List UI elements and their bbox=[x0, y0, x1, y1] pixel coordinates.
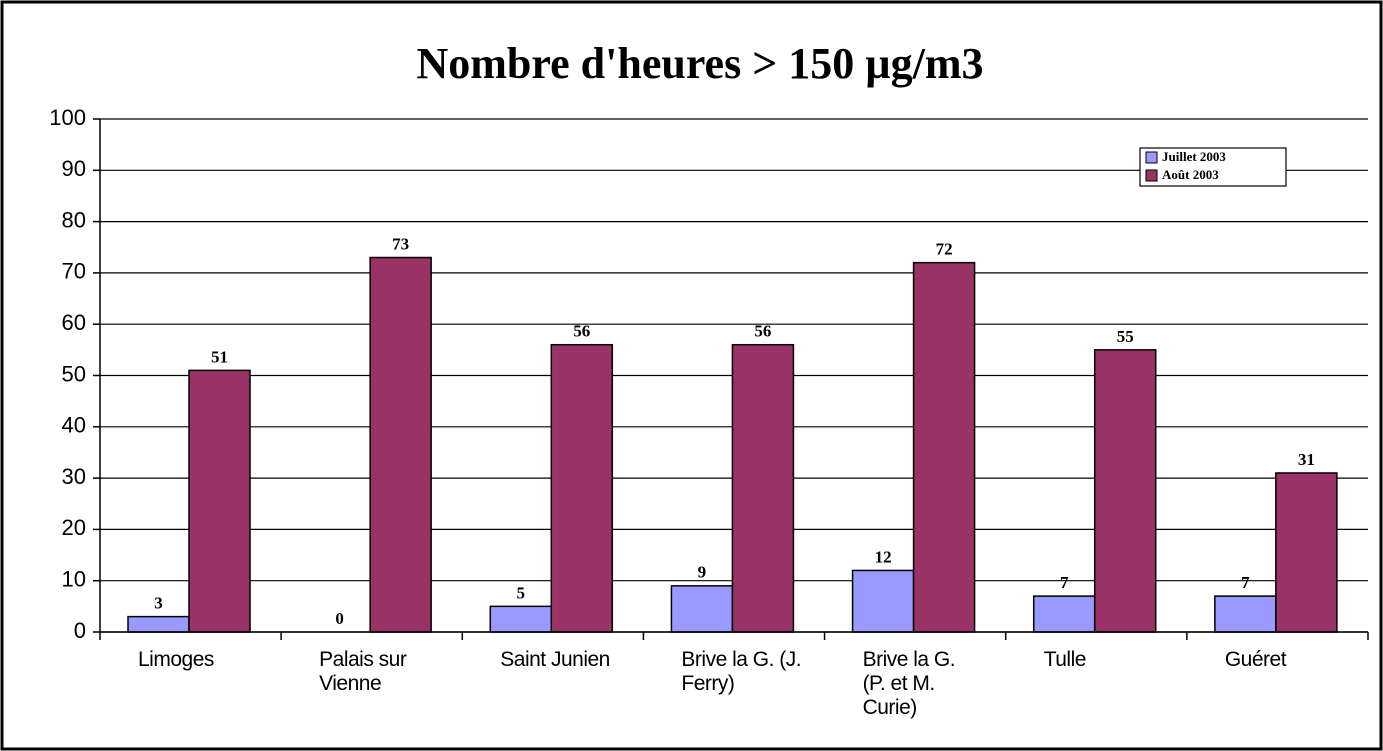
x-tick-label: Tulle bbox=[1043, 648, 1087, 671]
y-tick-label: 0 bbox=[74, 618, 86, 643]
legend-box bbox=[1139, 147, 1287, 187]
legend-swatch bbox=[1145, 151, 1158, 164]
x-tick-label: Guéret bbox=[1224, 648, 1287, 671]
legend-label: Août 2003 bbox=[1162, 167, 1219, 182]
data-label: 9 bbox=[698, 563, 707, 582]
x-tick-label: Brive la G. (P. et M. Curie) bbox=[862, 648, 956, 719]
data-label: 72 bbox=[936, 240, 953, 259]
chart-title: Nombre d'heures > 150 µg/m3 bbox=[416, 39, 983, 88]
x-tick-label: Limoges bbox=[138, 648, 214, 671]
y-tick-label: 50 bbox=[62, 361, 86, 386]
bar bbox=[1093, 349, 1157, 633]
x-tick-label: Palais sur Vienne bbox=[319, 648, 407, 695]
bar bbox=[550, 343, 614, 633]
y-tick-label: 60 bbox=[62, 310, 86, 335]
bar bbox=[489, 605, 553, 633]
data-label: 73 bbox=[392, 234, 409, 253]
legend-swatch bbox=[1145, 169, 1158, 182]
bar bbox=[851, 569, 915, 633]
bar bbox=[369, 256, 432, 633]
x-tick-label: Brive la G. (J. Ferry) bbox=[681, 648, 802, 695]
x-tick-label: Saint Junien bbox=[500, 648, 610, 671]
data-label: 3 bbox=[154, 594, 163, 613]
bar bbox=[1214, 595, 1277, 633]
bar bbox=[127, 615, 190, 633]
y-tick-label: 30 bbox=[62, 464, 86, 489]
data-label: 56 bbox=[573, 322, 590, 341]
data-label: 7 bbox=[1060, 573, 1069, 592]
legend-label: Juillet 2003 bbox=[1162, 149, 1226, 164]
bar bbox=[1032, 595, 1096, 633]
bar bbox=[670, 585, 734, 633]
data-label: 56 bbox=[754, 322, 771, 341]
data-label: 31 bbox=[1298, 450, 1315, 469]
y-tick-label: 70 bbox=[62, 259, 86, 284]
bar bbox=[1275, 472, 1338, 633]
data-label: 51 bbox=[211, 347, 228, 366]
bar bbox=[188, 369, 251, 633]
bar bbox=[731, 343, 795, 633]
bar bbox=[912, 261, 976, 633]
data-label: 0 bbox=[335, 609, 344, 628]
data-label: 55 bbox=[1117, 327, 1134, 346]
y-tick-label: 90 bbox=[62, 156, 86, 181]
data-label: 5 bbox=[517, 583, 526, 602]
data-label: 7 bbox=[1241, 573, 1250, 592]
y-tick-label: 80 bbox=[62, 207, 86, 232]
y-tick-label: 100 bbox=[49, 105, 86, 130]
y-tick-label: 20 bbox=[62, 515, 86, 540]
y-tick-label: 40 bbox=[62, 413, 86, 438]
y-tick-label: 10 bbox=[62, 567, 86, 592]
data-label: 12 bbox=[875, 547, 892, 566]
